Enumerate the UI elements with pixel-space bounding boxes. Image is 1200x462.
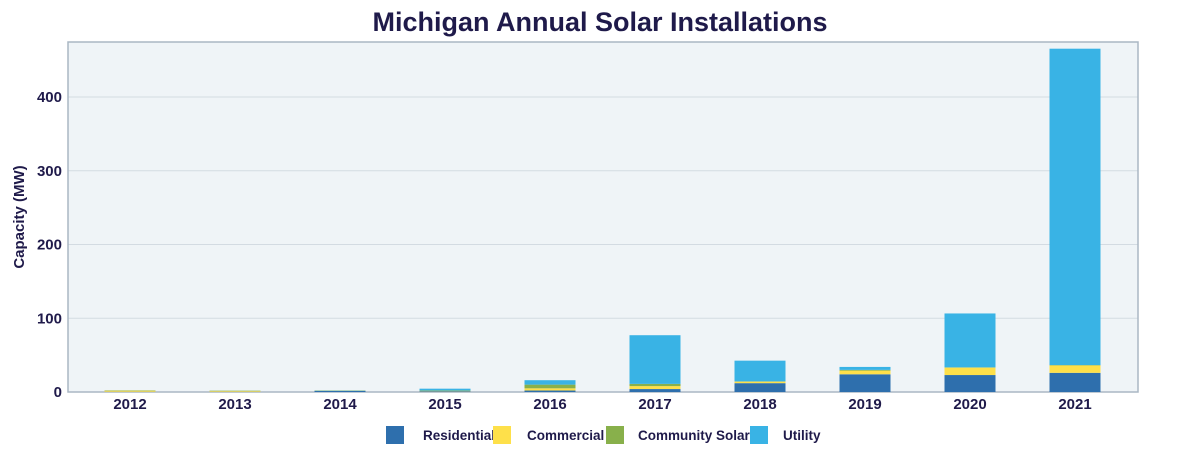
x-tick-label: 2016 <box>533 396 566 413</box>
bar-commercial <box>734 381 786 384</box>
bar-residential <box>944 375 996 392</box>
legend-item: Commercial <box>493 426 604 444</box>
bar-community-solar <box>839 369 891 371</box>
x-tick-label: 2012 <box>113 396 146 413</box>
x-tick-label: 2020 <box>953 396 986 413</box>
legend-swatch <box>493 426 511 444</box>
bar-community-solar <box>629 383 681 387</box>
bar-utility <box>524 380 576 385</box>
legend-swatch <box>606 426 624 444</box>
y-tick-label: 400 <box>37 89 62 106</box>
bar-residential <box>734 383 786 392</box>
bar-commercial <box>1049 365 1101 373</box>
bar-commercial <box>629 386 681 390</box>
y-tick-label: 100 <box>37 310 62 327</box>
legend-label: Residential <box>423 428 495 443</box>
x-tick-label: 2013 <box>218 396 251 413</box>
y-tick-label: 200 <box>37 237 62 254</box>
legend-label: Community Solar <box>638 428 751 443</box>
x-tick-label: 2019 <box>848 396 881 413</box>
x-tick-label: 2015 <box>428 396 461 413</box>
x-tick-label: 2014 <box>323 396 357 413</box>
chart-title: Michigan Annual Solar Installations <box>372 7 827 37</box>
legend-item: Community Solar <box>606 426 751 444</box>
legend-swatch <box>386 426 404 444</box>
bar-commercial <box>944 367 996 376</box>
bar-commercial <box>209 391 261 392</box>
x-tick-label: 2018 <box>743 396 776 413</box>
legend-swatch <box>750 426 768 444</box>
bar-commercial <box>524 388 576 391</box>
x-tick-label: 2017 <box>638 396 671 413</box>
bar-residential <box>314 390 366 392</box>
legend-item: Utility <box>750 426 821 444</box>
plot-border <box>67 41 1139 393</box>
x-tick-label: 2021 <box>1058 396 1091 413</box>
bar-utility <box>944 313 996 368</box>
y-axis-label: Capacity (MW) <box>11 165 28 268</box>
y-tick-label: 300 <box>37 163 62 180</box>
bar-residential <box>629 389 681 392</box>
bar-utility <box>1049 48 1101 366</box>
bar-residential <box>839 374 891 392</box>
bar-commercial <box>839 370 891 375</box>
bar-utility <box>839 366 891 370</box>
legend-label: Utility <box>783 428 821 443</box>
bar-community-solar <box>524 384 576 389</box>
bar-residential <box>1049 372 1101 392</box>
bar-utility <box>629 335 681 384</box>
bar-residential <box>524 390 576 392</box>
bar-utility <box>734 360 786 382</box>
bar-commercial <box>104 390 156 392</box>
bar-residential <box>419 391 471 392</box>
legend-item: Residential <box>386 426 495 444</box>
legend-label: Commercial <box>527 428 604 443</box>
y-tick-label: 0 <box>54 384 62 401</box>
bar-utility <box>419 388 471 391</box>
